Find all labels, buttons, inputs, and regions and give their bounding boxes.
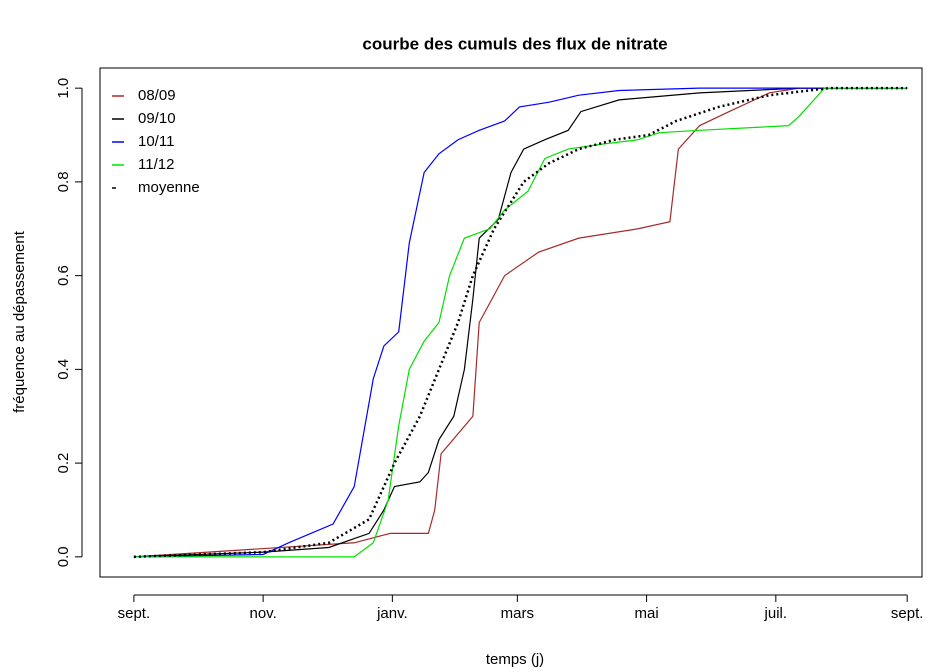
y-tick-label: 0.4	[55, 359, 72, 380]
series-line	[133, 86, 908, 559]
legend-label: 08/09	[138, 87, 176, 104]
legend-label: 09/10	[138, 110, 176, 127]
y-tick-label: 0.6	[55, 265, 72, 286]
x-tick-label: sept.	[118, 605, 151, 622]
x-tick-label: mai	[635, 605, 659, 622]
y-tick-label: 0.2	[55, 453, 72, 474]
series-line	[133, 87, 908, 558]
y-tick-label: 0.8	[55, 171, 72, 192]
legend-label: moyenne	[138, 179, 200, 196]
chart-title: courbe des cumuls des flux de nitrate	[362, 34, 667, 53]
x-tick-label: juil.	[764, 605, 788, 622]
series-line	[133, 87, 908, 558]
x-tick-label: mars	[501, 605, 534, 622]
y-tick-label: 1.0	[55, 78, 72, 99]
x-axis-label: temps (j)	[486, 651, 544, 668]
y-tick-label: 0.0	[55, 546, 72, 567]
x-tick-label: sept.	[891, 605, 924, 622]
legend-label: 10/11	[138, 133, 174, 150]
x-tick-label: janv.	[376, 605, 408, 622]
series-line	[133, 87, 908, 558]
y-axis-label: fréquence au dépassement	[11, 230, 28, 413]
plot-frame	[99, 67, 923, 578]
series-line	[133, 87, 908, 558]
legend-label: 11/12	[138, 156, 174, 173]
x-tick-label: nov.	[250, 605, 277, 622]
